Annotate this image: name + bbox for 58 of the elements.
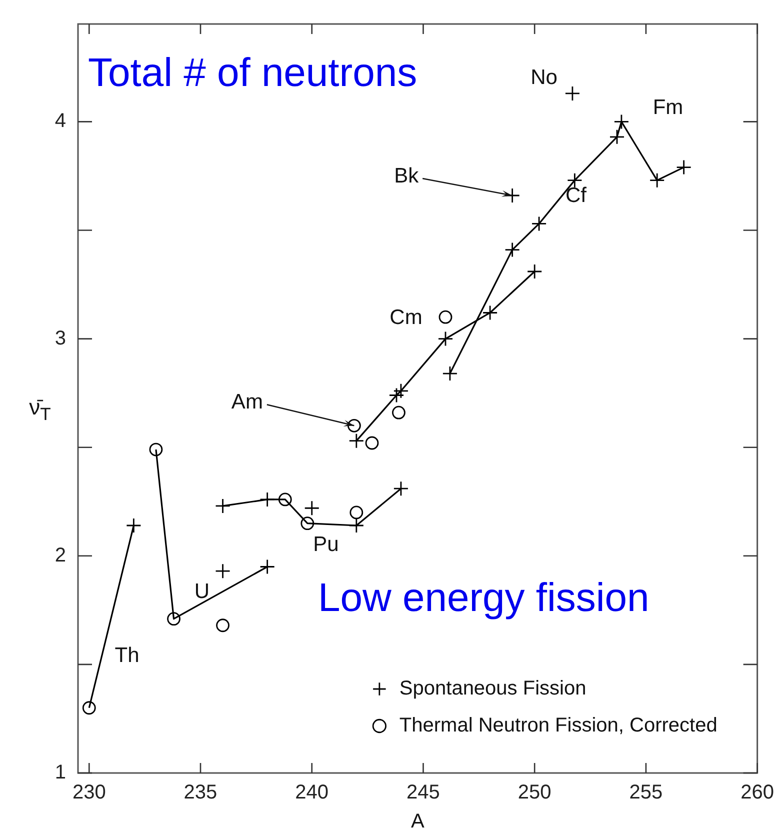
point (365, 436, 379, 450)
point (393, 480, 409, 496)
y-tick-label: 1 (54, 762, 66, 784)
x-tick-label: 240 (295, 782, 329, 804)
legend-label: Spontaneous Fission (399, 678, 586, 700)
point (526, 264, 542, 280)
y-tick-label: 3 (54, 327, 66, 350)
point (300, 516, 314, 530)
point (531, 216, 547, 232)
point (676, 160, 692, 175)
annotation: Low energy fission (318, 576, 650, 620)
point (392, 406, 406, 420)
point (393, 383, 409, 399)
point (82, 701, 96, 715)
x-tick-label: 255 (629, 782, 663, 804)
annotation: Cf (566, 184, 587, 207)
annotation: Bk (394, 164, 420, 188)
point (438, 331, 454, 346)
legend-label: Thermal Neutron Fission, Corrected (399, 714, 718, 737)
point (149, 442, 163, 456)
x-tick-label: 230 (72, 782, 106, 804)
y-tick-label: 2 (54, 544, 66, 566)
annotation: Am (231, 390, 263, 414)
point (614, 114, 630, 130)
point (482, 305, 498, 320)
point (442, 366, 458, 382)
point (304, 500, 320, 516)
point (278, 492, 292, 506)
point (388, 388, 404, 403)
point (260, 559, 276, 574)
point (350, 506, 364, 520)
x-tick-label: 250 (518, 782, 552, 804)
point (649, 172, 665, 188)
point (348, 433, 364, 449)
point (215, 563, 230, 579)
y-tick-label: 4 (54, 110, 66, 132)
annotation: U (194, 580, 210, 603)
point (564, 86, 580, 102)
point (216, 618, 230, 632)
annotation: Total # of neutrons (88, 51, 418, 96)
x-axis-title: A (410, 810, 425, 833)
x-tick-label: 245 (406, 782, 440, 804)
point (347, 418, 361, 432)
point (504, 242, 520, 258)
point (215, 498, 230, 514)
point (438, 310, 452, 324)
annotation: Fm (652, 96, 684, 119)
annotation: No (530, 66, 558, 89)
point (260, 492, 276, 508)
x-tick-label: 235 (184, 782, 218, 804)
point (167, 612, 180, 626)
point (348, 518, 364, 534)
annotation: Pu (313, 532, 339, 556)
annotation: Cm (390, 306, 422, 329)
point (126, 518, 142, 534)
x-tick-label: 260 (740, 782, 774, 804)
annotation: Th (114, 644, 140, 667)
point (609, 129, 625, 145)
